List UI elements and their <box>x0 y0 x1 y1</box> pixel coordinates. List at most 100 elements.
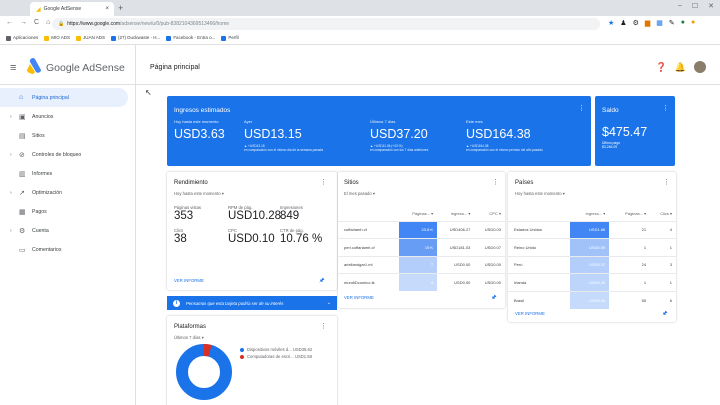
bookmark-item[interactable]: Perfil <box>221 35 239 41</box>
metric-label: Clics <box>174 228 184 233</box>
legend-dot-icon <box>240 347 244 352</box>
sidebar-item[interactable]: ▭ Comentarios <box>0 240 135 259</box>
sidebar-item[interactable]: ▥ Informes <box>0 164 135 183</box>
balance-title: Saldo <box>602 107 619 114</box>
platforms-more-icon[interactable]: ⋮ <box>320 323 327 330</box>
column-header[interactable]: Ingreso... ▾ <box>450 210 471 216</box>
extension-icon[interactable]: ● <box>690 19 696 26</box>
bookmark-item[interactable]: Facebook - Entra o... <box>166 35 215 41</box>
caret-right-icon[interactable]: › <box>10 227 12 234</box>
earnings-delta-note: en comparación con el mismo día de la se… <box>244 148 324 153</box>
sidebar-item[interactable]: ▤ Sitios <box>0 126 135 145</box>
chevron-down-icon[interactable]: ⌄ <box>326 300 331 306</box>
browser-tab[interactable]: ◢ Google AdSense × <box>30 2 114 16</box>
bookmark-item[interactable]: (27) Duckwaste - H... <box>111 35 160 41</box>
performance-range[interactable]: Hoy hasta este momento ▾ <box>174 191 224 196</box>
caret-right-icon[interactable]: › <box>10 151 12 158</box>
back-icon[interactable]: ← <box>6 19 13 26</box>
table-row[interactable]: Brasil USD0.16 55 6 <box>508 290 676 309</box>
column-header[interactable]: Clics ▾ <box>660 210 672 216</box>
performance-more-icon[interactable]: ⋮ <box>320 179 327 186</box>
balance-more-icon[interactable]: ⋮ <box>662 105 669 112</box>
home-icon[interactable]: ⌂ <box>46 19 51 26</box>
platforms-donut-chart <box>176 344 232 400</box>
extension-icon[interactable]: ▦ <box>656 20 663 27</box>
more-options-icon[interactable]: ⋮ <box>578 105 585 112</box>
earnings-column: Hoy hasta este momento USD3.63 <box>174 119 240 144</box>
close-tab-icon[interactable]: × <box>105 6 109 12</box>
metric-label: Páginas vistas <box>174 205 201 210</box>
extension-icon[interactable]: ✎ <box>668 20 675 27</box>
column-header[interactable]: CPC ▾ <box>489 210 501 216</box>
platforms-range[interactable]: Últimos 7 días ▾ <box>174 335 204 340</box>
minimize-icon[interactable]: – <box>677 2 682 9</box>
last-payment-value: $3,246.09 <box>602 145 618 150</box>
table-cell: USD0.07 <box>474 238 505 256</box>
caret-right-icon[interactable]: › <box>10 113 12 120</box>
sidebar-item-label: Sitios <box>32 132 45 139</box>
countries-more-icon[interactable]: ⋮ <box>663 179 670 186</box>
new-tab-icon[interactable]: + <box>118 3 124 13</box>
extension-icon[interactable]: ♟ <box>620 20 627 27</box>
countries-title: Países <box>515 180 534 186</box>
sidebar-item[interactable]: ▦ Pagos <box>0 202 135 221</box>
sidebar-item[interactable]: › ⊘ Controles de bloqueo <box>0 145 135 164</box>
countries-report-link[interactable]: VER INFORME <box>515 311 545 316</box>
sidebar-item[interactable]: › ⚙ Cuenta <box>0 221 135 240</box>
bookmark-item[interactable]: MIO ADS <box>44 35 70 41</box>
sites-report-link[interactable]: VER INFORME <box>344 295 374 300</box>
table-row[interactable]: cuffariamh.cf 23.8 K USD406.27 USD0.03 <box>338 220 505 239</box>
notifications-icon[interactable]: 🔔 <box>674 61 686 72</box>
caret-right-icon[interactable]: › <box>10 189 12 196</box>
sidebar-item[interactable]: ⌂ Página principal <box>0 88 128 107</box>
sidebar-item-label: Cuenta <box>32 227 49 234</box>
sites-range[interactable]: El mes pasado ▾ <box>344 191 375 196</box>
table-row[interactable]: mundiDcumico.tk 4 USD0.00 USD0.00 <box>338 273 505 291</box>
table-cell: 1 <box>650 273 676 291</box>
pin-icon[interactable]: 🖈 <box>662 311 668 317</box>
forward-icon[interactable]: → <box>20 19 27 26</box>
column-header[interactable]: Ingreso... ▾ <box>585 210 606 216</box>
header-actions: ❓ 🔔 <box>656 61 706 73</box>
legend-dot-icon <box>240 354 244 359</box>
performance-metric: Páginas vistas 353 <box>174 205 201 222</box>
extension-icon[interactable]: ● <box>680 19 685 26</box>
maximize-icon[interactable]: ☐ <box>691 3 699 10</box>
extension-icon[interactable]: ⚙ <box>632 20 639 27</box>
pin-icon[interactable]: 🖈 <box>491 295 497 301</box>
bookmark-item[interactable]: JUAN ADS <box>76 35 105 41</box>
column-header[interactable]: Páginas... ▾ <box>625 210 647 216</box>
reload-icon[interactable]: C <box>34 19 40 26</box>
suggestion-banner[interactable]: i Pensamos que esta tarjeta podría ser d… <box>167 296 337 310</box>
table-cell: Irlanda <box>508 273 571 291</box>
help-icon[interactable]: ❓ <box>655 61 667 72</box>
column-header[interactable]: Páginas... ▾ <box>412 210 434 216</box>
table-row[interactable]: Irlanda USD0.30 1 1 <box>508 273 676 291</box>
table-row[interactable]: ariellandgar1.ml 7 USD0.00 USD0.00 <box>338 255 505 274</box>
table-row[interactable]: Estados Unidos USD1.66 21 4 <box>508 220 676 239</box>
close-window-icon[interactable]: ✕ <box>708 3 714 10</box>
url-bar[interactable]: 🔒 https://www.google.com /adsense/new/u/… <box>52 18 600 30</box>
bookmark-icon <box>221 35 227 41</box>
countries-range[interactable]: Hoy hasta este momento ▾ <box>515 191 565 196</box>
table-cell: Perú <box>508 255 571 274</box>
menu-icon[interactable]: ≡ <box>10 62 17 74</box>
table-row[interactable]: Reino Unido USD0.59 1 1 <box>508 238 676 256</box>
avatar[interactable] <box>694 61 706 73</box>
sidebar-item[interactable]: › ▣ Anuncios <box>0 107 135 126</box>
performance-metric: Clics 38 <box>174 228 187 245</box>
sidebar-item[interactable]: › ↗ Optimización <box>0 183 135 202</box>
pin-icon[interactable]: 🖈 <box>319 278 325 284</box>
star-icon[interactable]: ★ <box>608 20 615 27</box>
donut-segment-desktop <box>203 344 212 357</box>
table-cell: Estados Unidos <box>508 220 571 239</box>
sites-more-icon[interactable]: ⋮ <box>492 179 499 186</box>
earnings-period-label: Ayer <box>244 119 253 124</box>
bookmark-item[interactable]: Aplicaciones <box>6 35 38 41</box>
table-row[interactable]: Perú USD0.37 24 3 <box>508 255 676 274</box>
extension-icon[interactable]: ▆ <box>644 20 651 27</box>
url-path: /adsense/new/u/0/pub-8382104369513466/ho… <box>120 21 230 27</box>
table-cell: USD0.00 <box>437 255 475 274</box>
performance-report-link[interactable]: VER INFORME <box>174 278 204 283</box>
table-row[interactable]: perl.cuffariamh.cf 19 K USD181.03 USD0.07 <box>338 238 505 256</box>
